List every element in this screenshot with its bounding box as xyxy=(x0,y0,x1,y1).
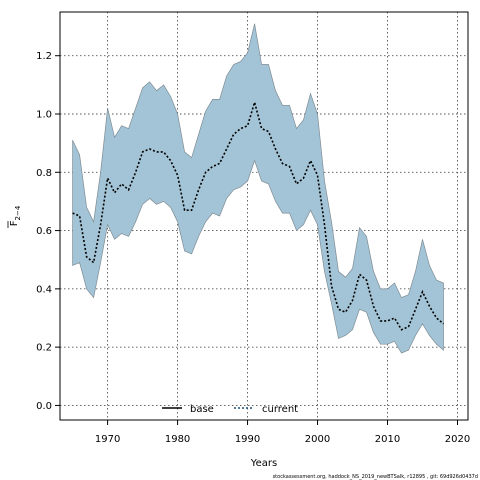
legend-label-base: base xyxy=(190,404,214,415)
plot-frame xyxy=(59,11,469,421)
y-axis-title: F2−4 xyxy=(7,205,22,228)
footnote: stockassessment.org, haddock_NS_2019_new… xyxy=(273,474,478,480)
x-axis-title: Years xyxy=(250,458,277,469)
y-axis-title-main: F xyxy=(9,220,20,226)
axis-ticks: 1970 1980 1990 2000 2010 2020 0.0 0.2 0.4 0.6 0.8 1… xyxy=(36,51,470,445)
y-tick-label: 1.0 xyxy=(36,110,52,121)
x-tick-label: 1990 xyxy=(235,434,260,445)
series-line-current xyxy=(72,99,445,331)
x-tick-label: 2010 xyxy=(375,434,400,445)
y-tick-label: 1.2 xyxy=(36,51,52,62)
y-tick-label: 0.6 xyxy=(36,226,52,237)
svg-text:F2−4: F2−4 xyxy=(9,205,22,226)
legend-label-current: current xyxy=(262,404,298,415)
legend: base current xyxy=(162,404,298,415)
y-tick-label: 0.8 xyxy=(36,168,52,179)
y-tick-label: 0.2 xyxy=(36,343,52,354)
y-axis-title-sub: 2−4 xyxy=(14,205,22,220)
x-tick-label: 2000 xyxy=(305,434,330,445)
y-tick-label: 0.0 xyxy=(36,401,52,412)
confidence-band xyxy=(72,23,444,354)
x-tick-label: 2020 xyxy=(445,434,470,445)
x-tick-label: 1970 xyxy=(95,434,120,445)
x-tick-label: 1980 xyxy=(165,434,190,445)
y-tick-label: 0.4 xyxy=(36,284,52,295)
